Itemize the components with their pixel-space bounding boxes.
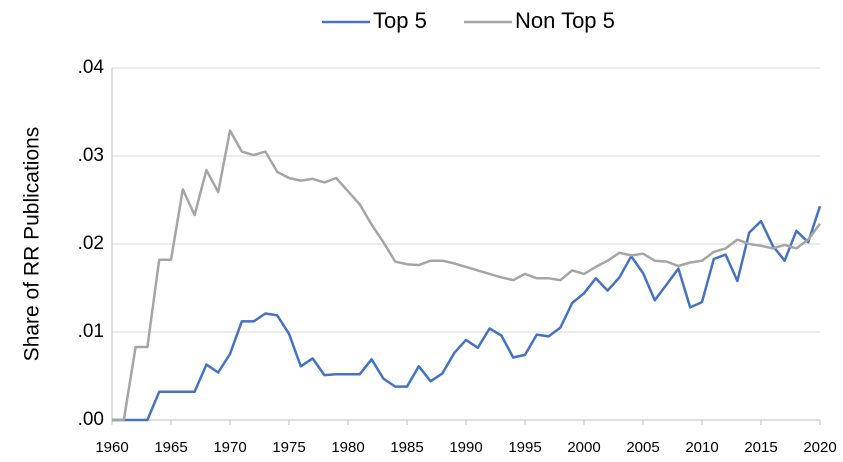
- x-tick-label: 2000: [567, 439, 600, 456]
- x-tick-label: 1975: [272, 439, 305, 456]
- y-tick-label: .04: [78, 57, 105, 78]
- line-series: [112, 129, 822, 422]
- legend-label: Top 5: [373, 8, 427, 33]
- x-tick-label: 2010: [685, 439, 718, 456]
- line-series: [112, 205, 822, 422]
- x-tick-label: 1980: [331, 439, 364, 456]
- x-tick-label: 1985: [390, 439, 423, 456]
- x-tick-label: 1995: [508, 439, 541, 456]
- y-tick-label: .02: [78, 233, 104, 254]
- x-tick-label: 1990: [449, 439, 482, 456]
- x-tick-label: 1960: [95, 439, 128, 456]
- x-tick-label: 2020: [803, 439, 836, 456]
- x-tick-label: 2015: [744, 439, 777, 456]
- x-tick-label: 2005: [626, 439, 659, 456]
- y-tick-label: .03: [78, 145, 104, 166]
- y-tick-label: .00: [78, 409, 104, 430]
- legend-label: Non Top 5: [515, 8, 615, 33]
- x-tick-label: 1965: [154, 439, 187, 456]
- y-tick-label: .01: [78, 321, 104, 342]
- y-axis-label: Share of RR Publications: [21, 127, 44, 362]
- x-tick-label: 1970: [213, 439, 246, 456]
